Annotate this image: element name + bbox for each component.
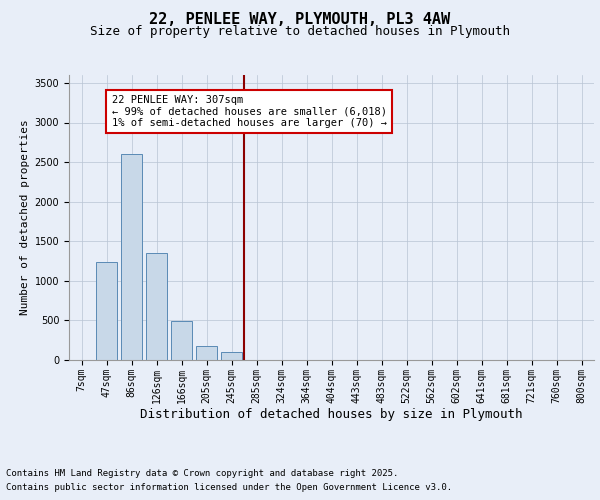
Bar (146, 253, 167, 360)
Bar (221, 352, 242, 360)
Bar (121, 154, 142, 360)
Y-axis label: Number of detached properties: Number of detached properties (20, 120, 31, 316)
X-axis label: Distribution of detached houses by size in Plymouth: Distribution of detached houses by size … (140, 408, 523, 422)
Bar (171, 321, 192, 360)
Text: 22 PENLEE WAY: 307sqm
← 99% of detached houses are smaller (6,018)
1% of semi-de: 22 PENLEE WAY: 307sqm ← 99% of detached … (112, 95, 386, 128)
Text: Contains HM Land Registry data © Crown copyright and database right 2025.: Contains HM Land Registry data © Crown c… (6, 468, 398, 477)
Text: Size of property relative to detached houses in Plymouth: Size of property relative to detached ho… (90, 25, 510, 38)
Bar (196, 346, 217, 360)
Text: Contains public sector information licensed under the Open Government Licence v3: Contains public sector information licen… (6, 484, 452, 492)
Text: 22, PENLEE WAY, PLYMOUTH, PL3 4AW: 22, PENLEE WAY, PLYMOUTH, PL3 4AW (149, 12, 451, 28)
Bar (96, 262, 117, 360)
